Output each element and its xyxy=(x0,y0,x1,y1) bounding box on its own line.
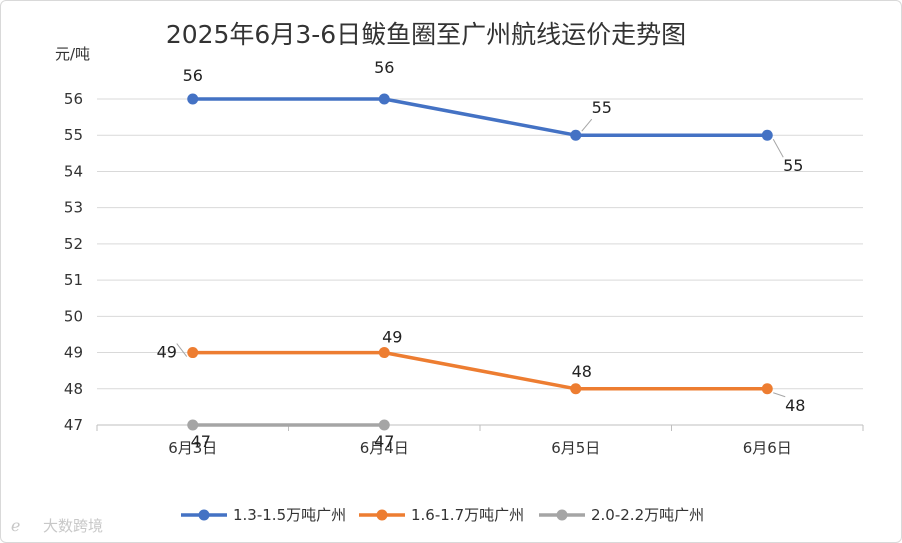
y-tick-label: 53 xyxy=(64,199,83,217)
watermark: ℯ 大数跨境 xyxy=(11,516,103,535)
data-label: 49 xyxy=(382,328,402,347)
x-axis: 6月3日 6月4日 6月5日 6月6日 xyxy=(96,424,864,457)
data-label: 48 xyxy=(572,362,592,381)
series-line xyxy=(192,97,768,137)
x-tick-label: 6月6日 xyxy=(743,439,792,457)
leader-line xyxy=(772,138,784,158)
series-group: 56 56 55 55 49 49 48 48 47 47 xyxy=(157,58,806,451)
watermark-text: 大数跨境 xyxy=(43,517,103,535)
data-label: 47 xyxy=(374,432,394,451)
legend-item: 2.0-2.2万吨广州 xyxy=(539,506,704,524)
legend-label: 1.6-1.7万吨广州 xyxy=(411,506,524,524)
legend-item: 1.6-1.7万吨广州 xyxy=(359,506,524,524)
watermark-logo-icon: ℯ xyxy=(11,516,20,535)
data-point xyxy=(187,347,199,359)
leader-line xyxy=(176,343,188,357)
legend-marker xyxy=(376,509,388,521)
x-tick-label: 6月5日 xyxy=(551,439,600,457)
y-tick-label: 49 xyxy=(64,344,83,362)
legend-item: 1.3-1.5万吨广州 xyxy=(181,506,346,524)
data-point xyxy=(570,383,582,395)
data-point xyxy=(570,129,582,141)
data-label: 56 xyxy=(374,58,394,77)
series-1: 56 56 55 55 xyxy=(183,58,804,175)
y-tick-label: 54 xyxy=(64,162,83,180)
x-tick-label: 6月4日 xyxy=(360,439,409,457)
data-point xyxy=(761,383,773,395)
data-label: 55 xyxy=(592,98,612,117)
data-point xyxy=(378,347,390,359)
data-label: 56 xyxy=(183,66,203,85)
legend-marker xyxy=(198,509,210,521)
y-tick-label: 51 xyxy=(64,271,83,289)
data-point xyxy=(378,419,390,431)
data-label: 49 xyxy=(157,343,177,362)
data-label: 55 xyxy=(783,156,803,175)
y-tick-label: 55 xyxy=(64,126,83,144)
data-point xyxy=(761,129,773,141)
series-3: 47 47 xyxy=(187,419,394,451)
y-axis-ticks: 47 48 49 50 51 52 53 54 55 56 xyxy=(64,90,83,434)
data-point xyxy=(187,419,199,431)
y-tick-label: 47 xyxy=(64,416,83,434)
series-line xyxy=(192,350,768,391)
series-2: 49 49 48 48 xyxy=(157,328,806,415)
y-tick-label: 50 xyxy=(64,307,83,325)
y-tick-label: 52 xyxy=(64,235,83,253)
legend-label: 2.0-2.2万吨广州 xyxy=(591,506,704,524)
chart-title: 2025年6月3-6日鲅鱼圈至广州航线运价走势图 xyxy=(166,20,686,49)
legend-label: 1.3-1.5万吨广州 xyxy=(233,506,346,524)
data-point xyxy=(187,93,199,105)
y-axis-unit: 元/吨 xyxy=(55,45,90,63)
gridlines xyxy=(97,98,863,390)
data-label: 48 xyxy=(785,396,805,415)
y-tick-label: 56 xyxy=(64,90,83,108)
leader-line xyxy=(773,392,786,398)
data-label: 47 xyxy=(191,432,211,451)
leader-line xyxy=(581,118,593,132)
y-tick-label: 48 xyxy=(64,380,83,398)
legend-marker xyxy=(556,509,568,521)
data-point xyxy=(378,93,390,105)
x-tick-label: 6月3日 xyxy=(168,439,217,457)
legend: 1.3-1.5万吨广州 1.6-1.7万吨广州 2.0-2.2万吨广州 xyxy=(181,506,704,524)
